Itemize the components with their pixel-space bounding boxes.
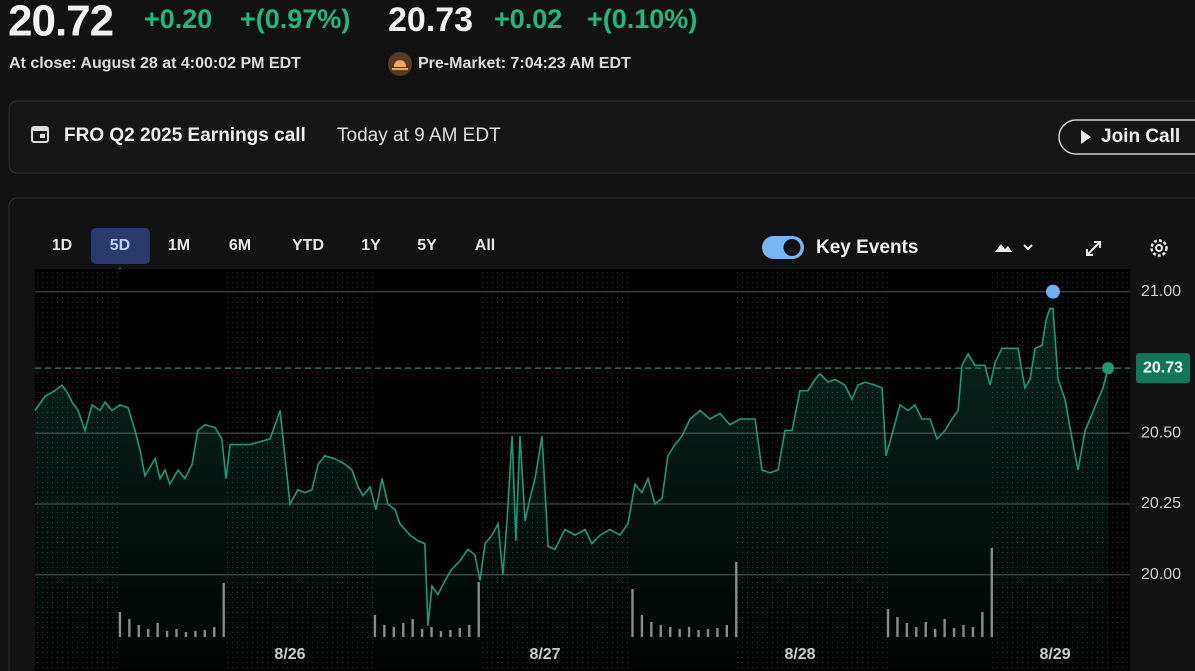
pre-label: Pre-Market: 7:04:23 AM EDT: [418, 55, 631, 72]
range-button[interactable]: 1Y: [361, 237, 381, 254]
price: 20.72: [8, 0, 113, 46]
chevron-icon[interactable]: [1023, 244, 1033, 251]
pre-change-pct: +(0.10%): [587, 4, 697, 34]
change-pct: +(0.97%): [240, 4, 350, 34]
price-area: [35, 308, 1109, 671]
range-button[interactable]: All: [475, 237, 495, 254]
toggle-knob: [783, 239, 801, 256]
pre-change: +0.02: [494, 4, 562, 34]
event-title: FRO Q2 2025 Earnings call: [64, 125, 306, 146]
close-label: At close: August 28 at 4:00:02 PM EDT: [9, 55, 301, 72]
join-call-label[interactable]: Join Call: [1101, 126, 1180, 147]
range-button[interactable]: 1M: [168, 237, 190, 254]
y-tick-label: 20.25: [1141, 495, 1181, 512]
plot: 20.0020.2520.5021.008/268/278/288/2920.7…: [34, 269, 1190, 671]
join-call-button[interactable]: [1058, 119, 1195, 155]
y-tick-label: 20.00: [1141, 566, 1181, 583]
key-event-marker[interactable]: [1045, 284, 1060, 299]
current-tag: [1136, 353, 1190, 384]
current-tag-label: 20.73: [1143, 359, 1183, 376]
range-button[interactable]: 5Y: [417, 237, 437, 254]
range-button[interactable]: 6M: [229, 237, 251, 254]
change: +0.20: [144, 4, 212, 34]
range-selected-bg: [91, 228, 150, 264]
last-point: [1102, 362, 1115, 375]
price-line: [34, 307, 1109, 626]
pre-price: 20.73: [388, 1, 473, 39]
sun-icon: [392, 60, 408, 70]
y-tick-label: 20.50: [1141, 424, 1181, 441]
settings-icon[interactable]: [1150, 239, 1168, 257]
key-events-label[interactable]: Key Events: [816, 237, 918, 258]
range-button[interactable]: 1D: [52, 237, 72, 254]
y-tick-label: 21.00: [1141, 283, 1181, 300]
event-box: [8, 100, 1195, 174]
range-button[interactable]: 5D: [110, 237, 130, 254]
event-time: Today at 9 AM EDT: [337, 125, 501, 146]
chart-type-icon[interactable]: [995, 244, 1012, 252]
range-button[interactable]: YTD: [292, 237, 324, 254]
calendar-icon: [31, 126, 49, 143]
play-icon: [1081, 130, 1091, 144]
expand-icon[interactable]: [1086, 241, 1101, 256]
